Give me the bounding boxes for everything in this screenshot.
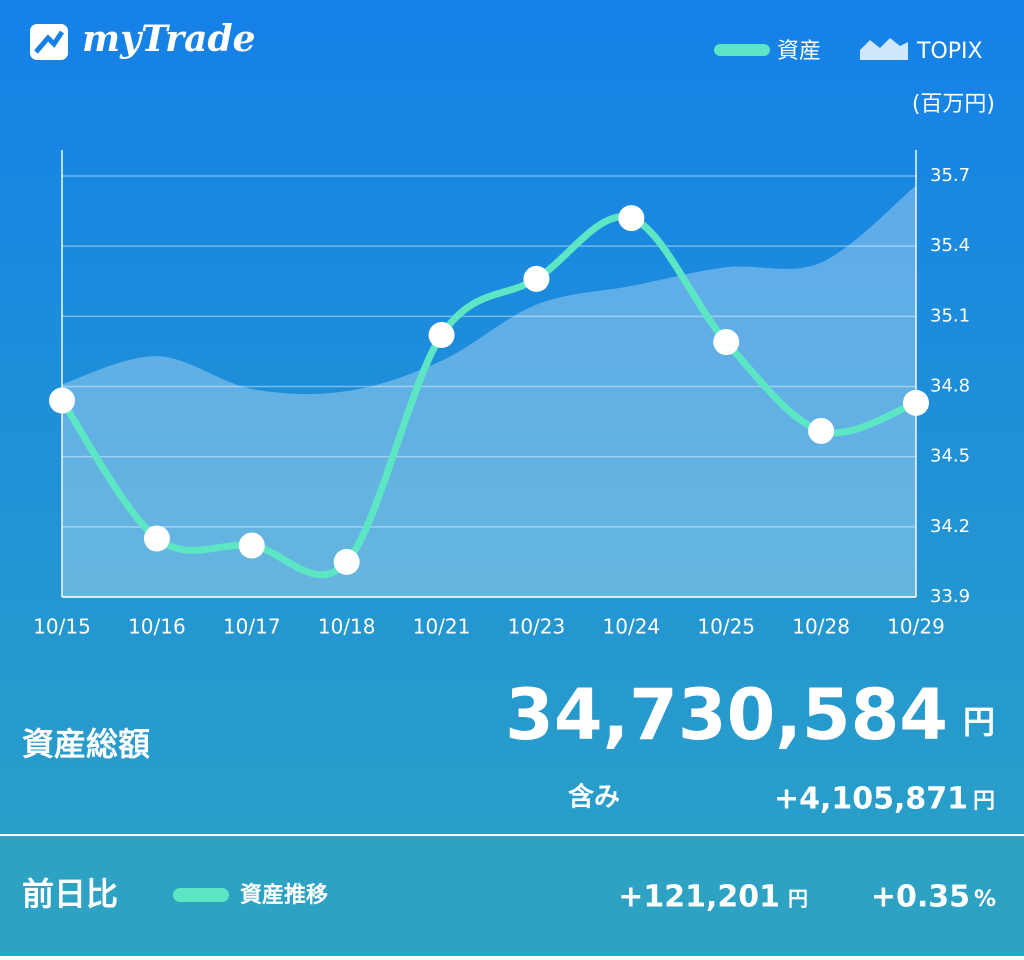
gain-unit: 円 [973,789,995,814]
y-tick-label: 34.2 [930,516,970,537]
point [523,265,550,292]
logo: myTrade [82,18,256,60]
area [62,185,916,597]
legend-label: TOPIX [916,39,983,64]
x-tick-label: 10/17 [223,615,281,639]
point [713,329,740,356]
x-tick-label: 10/28 [792,615,850,639]
plot: 33.9 34.2 34.5 34.8 35.1 35.4 35.7 10/15 10/16 10… [33,38,983,639]
y-tick-label: 35.7 [930,165,970,186]
point [238,532,265,559]
percent-value: +0.35 [871,880,970,915]
y-tick-label: 33.9 [930,586,970,607]
legend-label: 資産 [777,39,821,64]
point [49,387,75,414]
y-tick-label: 35.1 [930,305,970,326]
logo-mark [34,30,65,54]
x-tick-label: 10/15 [33,615,91,639]
y-tick-label: 35.4 [930,235,970,256]
total-label: 資産総額 [22,725,150,763]
gain-label: 含み [568,782,620,813]
y-tick-label: 34.8 [930,376,970,397]
x-tick-label: 10/23 [508,615,566,639]
gain-value: +4,105,871 [774,782,968,817]
line [58,213,920,579]
footer-label: 前日比 [22,875,118,913]
legend-icon [860,38,908,60]
point [143,525,170,552]
x-tick-label: 10/25 [697,615,755,639]
x-tick-label: 10/21 [413,615,471,639]
footer-band [0,836,1024,956]
point [428,322,455,349]
point [808,417,835,444]
point [333,548,360,575]
point [903,389,929,416]
percent-unit: % [974,887,996,912]
change-value: +121,201 [618,880,780,915]
y-tick-label: 34.5 [930,446,970,467]
total-value: 34,730,584 [505,674,948,756]
change-unit: 円 [788,887,808,911]
x-tick-label: 10/16 [128,615,186,639]
x-tick-label: 10/29 [887,615,945,639]
unit-label: (百万円) [912,92,995,117]
x-tick-label: 10/18 [318,615,376,639]
x-tick-label: 10/24 [603,615,661,639]
point [618,205,645,232]
total-unit: 円 [963,703,995,741]
footer-legend: 資産推移 [240,882,328,908]
